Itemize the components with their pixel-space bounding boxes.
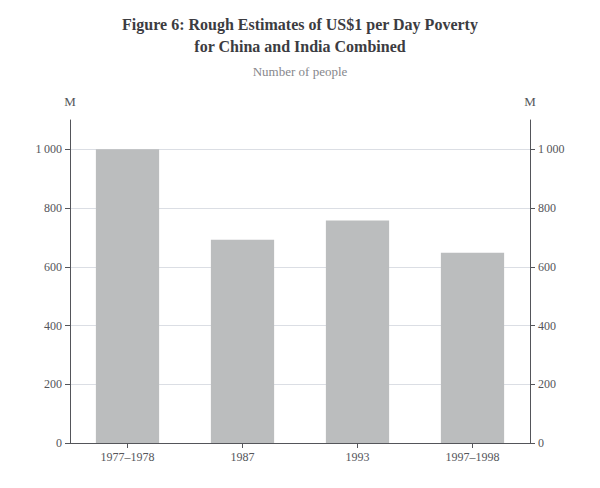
svg-text:1997–1998: 1997–1998 [446, 450, 500, 464]
svg-text:600: 600 [44, 260, 62, 274]
svg-text:1 000: 1 000 [36, 142, 62, 156]
svg-text:200: 200 [538, 377, 556, 391]
svg-text:for China and India Combined: for China and India Combined [194, 38, 405, 55]
svg-text:1987: 1987 [231, 450, 255, 464]
svg-text:Figure 6: Rough Estimates of U: Figure 6: Rough Estimates of US$1 per Da… [122, 16, 478, 34]
svg-text:1993: 1993 [346, 450, 370, 464]
svg-text:M: M [524, 94, 536, 109]
svg-text:1 000: 1 000 [538, 142, 564, 156]
svg-text:400: 400 [538, 319, 556, 333]
svg-text:800: 800 [538, 201, 556, 215]
svg-text:0: 0 [56, 436, 62, 450]
svg-text:1977–1978: 1977–1978 [101, 450, 155, 464]
svg-text:200: 200 [44, 377, 62, 391]
svg-text:800: 800 [44, 201, 62, 215]
svg-text:400: 400 [44, 319, 62, 333]
svg-text:0: 0 [538, 436, 544, 450]
svg-text:600: 600 [538, 260, 556, 274]
svg-text:Number of people: Number of people [253, 64, 348, 79]
svg-text:M: M [64, 94, 76, 109]
